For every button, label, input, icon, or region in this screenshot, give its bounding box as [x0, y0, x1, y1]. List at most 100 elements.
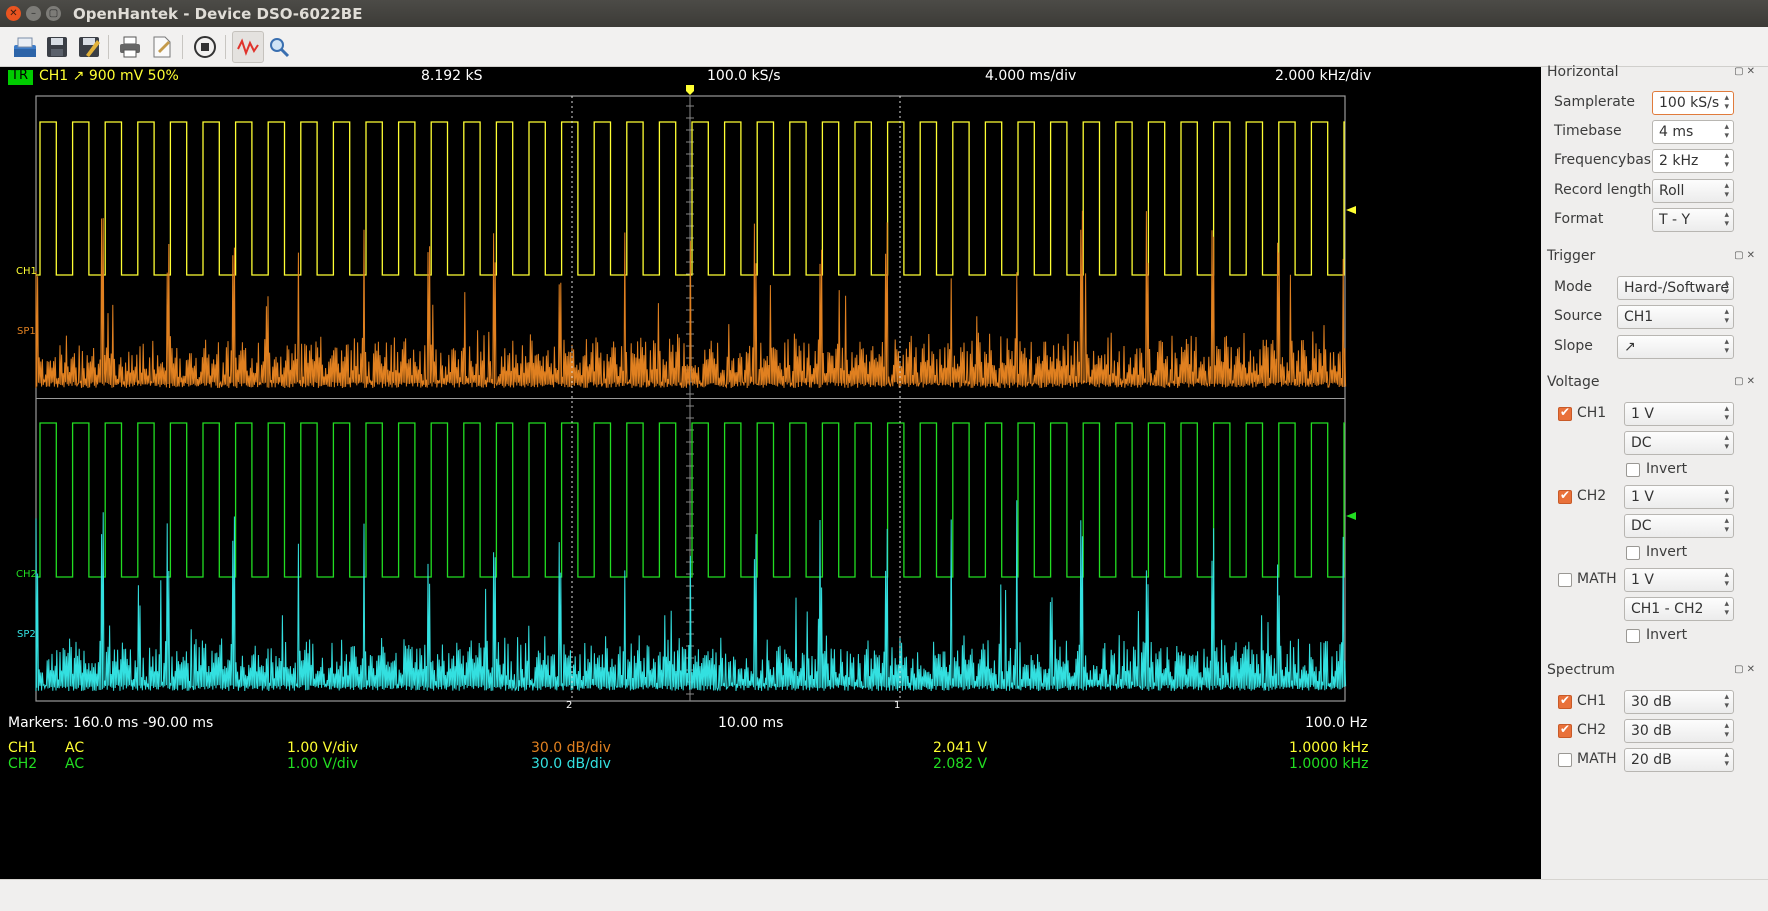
spectrum-ch2-label: CH2: [1577, 722, 1607, 738]
trigger-source-select[interactable]: CH1 ▴ ▾: [1617, 305, 1734, 329]
format-select[interactable]: T - Y ▴ ▾: [1652, 208, 1734, 232]
trigger-dock-buttons[interactable]: ▢✕: [1734, 250, 1758, 261]
open-icon: [14, 37, 36, 57]
save-as-button[interactable]: [73, 31, 105, 63]
spectrum-math-select[interactable]: 20 dB ▴ ▾: [1624, 748, 1734, 772]
meas-ch1-vdiv: 1.00 V/div: [287, 740, 358, 756]
markers-readout: Markers: 160.0 ms -90.00 ms: [8, 715, 214, 731]
voltage-ch1-invert-checkbox[interactable]: [1626, 463, 1640, 477]
timebase-label: Timebase: [1554, 123, 1622, 139]
spectrum-ch1-select[interactable]: 30 dB ▴ ▾: [1624, 690, 1734, 714]
status-bar: [0, 879, 1768, 911]
spectrum-dock-buttons[interactable]: ▢✕: [1734, 664, 1758, 675]
spectrum-math-checkbox[interactable]: [1558, 753, 1572, 767]
voltage-ch1-coupling-select[interactable]: DC ▴ ▾: [1624, 431, 1734, 455]
trigger-mode-select[interactable]: Hard-/Software ▴ ▾: [1617, 276, 1734, 300]
sp2-spectrum: [35, 500, 1347, 692]
voltage-math-invert-checkbox[interactable]: [1626, 629, 1640, 643]
sp1-trace-label: SP1: [17, 326, 36, 337]
meas-ch1-name: CH1: [8, 740, 38, 756]
horizontal-dock-buttons[interactable]: ▢✕: [1734, 66, 1758, 77]
spectrum-ch2-value: 30 dB: [1631, 723, 1672, 739]
freqbase-readout: 2.000 kHz/div: [1275, 68, 1372, 84]
trigger-badge-label: TR: [11, 68, 28, 83]
format-label: Format: [1554, 211, 1604, 227]
close-window-button[interactable]: ✕: [6, 6, 21, 21]
zoom-button[interactable]: [263, 31, 295, 63]
digital-phosphor-button[interactable]: [232, 31, 264, 63]
trigger-slope-value: ↗: [1624, 339, 1636, 355]
stop-button[interactable]: [189, 31, 221, 63]
trigger-slope-select[interactable]: ↗ ▴ ▾: [1617, 335, 1734, 359]
spectrum-ch1-label: CH1: [1577, 693, 1607, 709]
voltage-math-gain-select[interactable]: 1 V ▴ ▾: [1624, 568, 1734, 592]
voltage-dock-title: Voltage: [1547, 374, 1600, 390]
voltage-ch1-checkbox[interactable]: [1558, 405, 1572, 421]
voltage-ch1-gain-value: 1 V: [1631, 406, 1654, 422]
scope-plot[interactable]: [0, 67, 1541, 879]
timebase-spinbox[interactable]: 4 ms ▴ ▾: [1652, 120, 1734, 144]
print-button[interactable]: [114, 31, 146, 63]
voltage-ch2-coupling-value: DC: [1631, 518, 1652, 534]
voltage-ch2-invert-label: Invert: [1646, 544, 1688, 560]
samplerate-spinbox[interactable]: 100 kS/s ▴ ▾: [1652, 91, 1734, 115]
meas-ch1-coupling: AC: [65, 740, 85, 756]
trigger-mode-value: Hard-/Software: [1624, 280, 1729, 296]
open-button[interactable]: [9, 31, 41, 63]
ch1-trace-label: CH1: [16, 266, 37, 277]
trigger-badge: [8, 70, 33, 85]
export-button[interactable]: [146, 31, 178, 63]
voltage-math-mode-value: CH1 - CH2: [1631, 601, 1704, 617]
voltage-ch2-checkbox[interactable]: [1558, 488, 1572, 504]
voltage-math-checkbox[interactable]: [1558, 573, 1572, 587]
save-icon: [47, 37, 67, 57]
toolbar: [0, 27, 1768, 67]
meas-ch1-frequency: 1.0000 kHz: [1289, 740, 1369, 756]
meas-ch2-dbdiv: 30.0 dB/div: [531, 756, 611, 772]
save-button[interactable]: [41, 31, 73, 63]
stop-icon: [194, 36, 216, 58]
marker-frequency: 100.0 Hz: [1305, 715, 1368, 731]
minimize-window-button[interactable]: –: [26, 6, 41, 21]
voltage-math-label: MATH: [1577, 571, 1617, 587]
format-value: T - Y: [1659, 212, 1691, 228]
window-title: OpenHantek - Device DSO-6022BE: [73, 5, 363, 23]
voltage-dock-buttons[interactable]: ▢✕: [1734, 376, 1758, 387]
timebase-value: 4 ms: [1659, 124, 1694, 140]
spectrum-math-label: MATH: [1577, 751, 1617, 767]
record-length-select[interactable]: Roll ▴ ▾: [1652, 179, 1734, 203]
spectrum-ch1-value: 30 dB: [1631, 694, 1672, 710]
spectrum-ch1-checkbox[interactable]: [1558, 693, 1572, 709]
record-length-value: Roll: [1659, 183, 1685, 199]
spectrum-ch2-checkbox[interactable]: [1558, 722, 1572, 738]
trigger-source-value: CH1: [1624, 309, 1654, 325]
ch1-level-marker: [1346, 206, 1356, 214]
sp2-trace-label: SP2: [17, 629, 36, 640]
voltage-ch1-invert-label: Invert: [1646, 461, 1688, 477]
samplerate-readout: 100.0 kS/s: [707, 68, 781, 84]
horizontal-dock-title: Horizontal: [1547, 64, 1619, 80]
meas-ch1-voltage: 2.041 V: [933, 740, 988, 756]
voltage-ch1-label: CH1: [1577, 405, 1607, 421]
spectrum-math-value: 20 dB: [1631, 752, 1672, 768]
voltage-math-mode-select[interactable]: CH1 - CH2 ▴ ▾: [1624, 597, 1734, 621]
print-icon: [120, 36, 140, 58]
voltage-ch2-gain-select[interactable]: 1 V ▴ ▾: [1624, 485, 1734, 509]
voltage-ch2-label: CH2: [1577, 488, 1607, 504]
voltage-ch1-gain-select[interactable]: 1 V ▴ ▾: [1624, 402, 1734, 426]
meas-ch2-frequency: 1.0000 kHz: [1289, 756, 1369, 772]
spectrum-ch2-select[interactable]: 30 dB ▴ ▾: [1624, 719, 1734, 743]
voltage-ch2-invert-checkbox[interactable]: [1626, 546, 1640, 560]
meas-ch2-vdiv: 1.00 V/div: [287, 756, 358, 772]
voltage-ch1-coupling-value: DC: [1631, 435, 1652, 451]
title-bar: ✕ – ▢ OpenHantek - Device DSO-6022BE: [0, 0, 1768, 27]
frequencybase-spinbox[interactable]: 2 kHz ▴ ▾: [1652, 149, 1734, 173]
scope-display: TR CH1 ↗ 900 mV 50% 8.192 kS 100.0 kS/s …: [0, 67, 1541, 879]
trigger-source-label: Source: [1554, 308, 1603, 324]
maximize-window-button[interactable]: ▢: [46, 6, 61, 21]
samplerate-value: 100 kS/s: [1659, 95, 1720, 111]
voltage-ch2-coupling-select[interactable]: DC ▴ ▾: [1624, 514, 1734, 538]
export-icon: [153, 36, 171, 58]
trigger-dock-title: Trigger: [1547, 248, 1596, 264]
spectrum-dock-title: Spectrum: [1547, 662, 1615, 678]
